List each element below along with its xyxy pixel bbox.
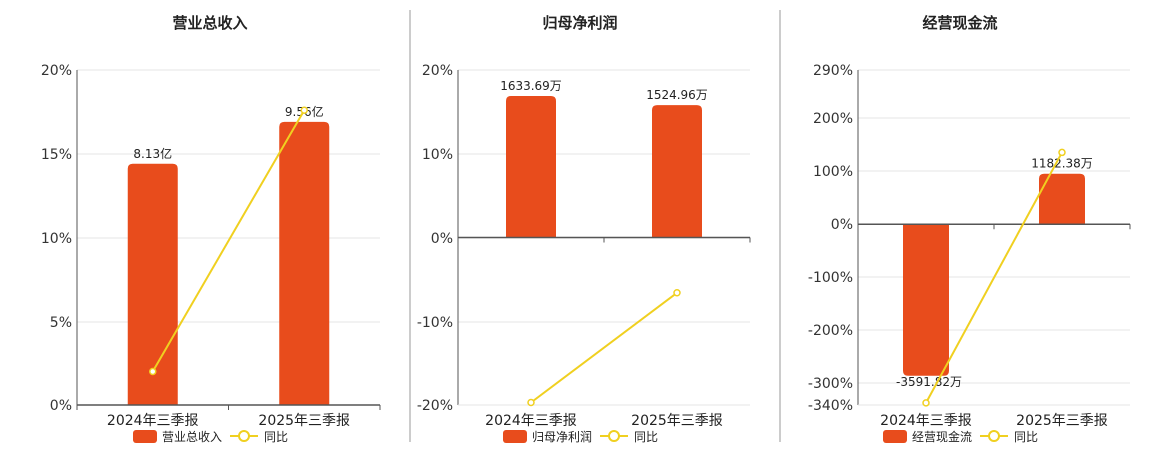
yoy-line [530, 291, 678, 404]
yoy-line [925, 151, 1063, 404]
legend-bar-swatch [503, 430, 527, 443]
yoy-point [527, 398, 535, 407]
x-category-label: 2024年三季报 [107, 413, 199, 429]
bar [127, 163, 178, 405]
y-tick-label: -10% [417, 315, 453, 331]
yoy-point [1058, 148, 1066, 157]
x-category-label: 2025年三季报 [1016, 413, 1108, 429]
y-tick-label: 20% [41, 63, 72, 79]
legend-line-marker [238, 430, 250, 442]
x-category-label: 2025年三季报 [258, 413, 350, 429]
y-tick-label: 0% [50, 398, 72, 414]
bar [506, 95, 556, 238]
bar [279, 121, 330, 406]
yoy-point [149, 367, 157, 376]
bar-data-label: -3591.82万 [896, 375, 962, 389]
y-tick-label: 100% [813, 164, 853, 180]
chart-panel-3: 经营现金流 290% 200% 100% 0% -100% -200% -300% -340% -… [808, 14, 1131, 444]
y-tick-label: -200% [808, 323, 853, 339]
legend-bar-label: 经营现金流 [912, 429, 972, 444]
x-category-label: 2024年三季报 [485, 413, 577, 429]
y-tick-label: 0% [831, 217, 853, 233]
yoy-point [673, 289, 681, 297]
legend-bar-label: 营业总收入 [162, 430, 222, 444]
yoy-point [922, 399, 930, 407]
bar-data-label: 8.13亿 [133, 146, 172, 161]
x-category-label: 2024年三季报 [880, 413, 972, 429]
y-tick-label: 0% [431, 231, 453, 247]
legend-line-label: 同比 [634, 430, 658, 444]
y-tick-label: 5% [50, 315, 72, 331]
bar-data-label: 1633.69万 [500, 79, 562, 93]
y-tick-label: -340% [808, 398, 853, 414]
y-tick-label: -20% [417, 398, 453, 414]
bar-data-label: 1524.96万 [646, 88, 708, 102]
legend-bar-swatch [133, 430, 157, 443]
y-tick-label: 10% [422, 147, 453, 163]
bar-data-label: 1182.38万 [1031, 157, 1093, 171]
chart-title: 营业总收入 [172, 14, 247, 32]
bar [1039, 173, 1085, 225]
yoy-point [300, 106, 308, 114]
legend-line-marker [608, 430, 620, 442]
y-tick-label: 200% [813, 111, 853, 127]
chart-title: 归母净利润 [542, 14, 617, 32]
y-tick-label: 20% [422, 63, 453, 79]
x-category-label: 2025年三季报 [631, 413, 723, 429]
legend-line-marker [988, 430, 1000, 442]
y-tick-label: 15% [41, 147, 72, 163]
legend-bar-swatch [883, 430, 907, 443]
bar [652, 105, 702, 238]
legend-bar-label: 归母净利润 [532, 430, 592, 444]
bar [903, 224, 949, 376]
y-tick-label: 10% [41, 231, 72, 247]
y-tick-label: -100% [808, 270, 853, 286]
chart-panel-1: 营业总收入20%15%10%5%0%8.13亿9.56亿2024年三季报2025… [41, 14, 381, 444]
chart-title: 经营现金流 [922, 14, 997, 32]
yoy-line [151, 109, 306, 373]
y-tick-label: -300% [808, 376, 853, 392]
legend-line-label: 同比 [264, 430, 288, 444]
legend-line-label: 同比 [1014, 430, 1038, 444]
chart-panel-2: 归母净利润 20% 10% 0% -10% -20% 1633.69万 1524.96万 202… [417, 14, 751, 444]
y-tick-label: 290% [813, 63, 853, 79]
